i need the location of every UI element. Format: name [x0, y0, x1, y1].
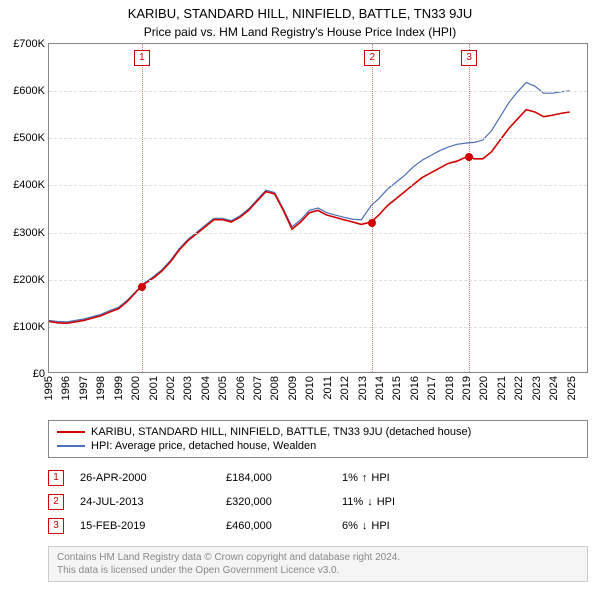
gridline: [49, 91, 587, 92]
event-marker-box: 2: [364, 50, 380, 66]
legend-swatch: [57, 431, 85, 433]
x-tick-label: 2010: [304, 376, 316, 400]
event-row-price: £460,000: [226, 520, 326, 532]
x-tick-label: 2008: [269, 376, 281, 400]
gridline: [49, 138, 587, 139]
x-tick-label: 2012: [339, 376, 351, 400]
event-row-marker: 1: [48, 470, 64, 486]
event-row-price: £184,000: [226, 472, 326, 484]
event-row-delta-pct: 6%: [342, 520, 358, 532]
legend-swatch: [57, 445, 85, 447]
events-table: 126-APR-2000£184,0001%↑HPI224-JUL-2013£3…: [48, 466, 588, 538]
x-tick-label: 2002: [165, 376, 177, 400]
footer-line-2: This data is licensed under the Open Gov…: [57, 564, 579, 577]
arrow-down-icon: ↓: [367, 496, 373, 508]
event-row-marker: 3: [48, 518, 64, 534]
legend: KARIBU, STANDARD HILL, NINFIELD, BATTLE,…: [48, 420, 588, 458]
event-row-delta-pct: 11%: [342, 496, 363, 508]
x-tick-label: 2013: [357, 376, 369, 400]
x-tick-label: 1997: [78, 376, 90, 400]
gridline: [49, 185, 587, 186]
event-row-delta: 1% ↑HPI: [342, 472, 390, 484]
event-line: [469, 44, 470, 372]
event-row-delta-pct: 1%: [342, 472, 358, 484]
event-row: 2 24-JUL-2013 £320,000 11% ↓ HPI: [48, 490, 588, 514]
event-row: 3 15-FEB-2019 £460,000 6% ↓HPI: [48, 514, 588, 538]
x-tick-label: 2005: [217, 376, 229, 400]
event-marker-box: 3: [461, 50, 477, 66]
x-tick-label: 2019: [461, 376, 473, 400]
y-tick-label: £400K: [13, 179, 45, 191]
attribution-footer: Contains HM Land Registry data © Crown c…: [48, 546, 588, 582]
event-row-price: £320,000: [226, 496, 326, 508]
event-row-date: 15-FEB-2019: [80, 520, 210, 532]
x-tick-label: 2020: [478, 376, 490, 400]
chart-subtitle: Price paid vs. HM Land Registry's House …: [0, 21, 600, 43]
event-dot: [138, 283, 146, 291]
x-tick-label: 2006: [235, 376, 247, 400]
x-tick-label: 2007: [252, 376, 264, 400]
chart-title: KARIBU, STANDARD HILL, NINFIELD, BATTLE,…: [0, 0, 600, 21]
x-tick-label: 2022: [513, 376, 525, 400]
legend-row: HPI: Average price, detached house, Weal…: [57, 439, 579, 453]
series-svg: [49, 44, 587, 372]
x-tick-label: 2000: [130, 376, 142, 400]
y-tick-label: £200K: [13, 274, 45, 286]
event-row-delta-suffix: HPI: [377, 496, 395, 508]
x-tick-label: 2018: [444, 376, 456, 400]
y-tick-label: £100K: [13, 321, 45, 333]
plot-area: £0£100K£200K£300K£400K£500K£600K£700K199…: [48, 43, 588, 373]
event-line: [372, 44, 373, 372]
series-hpi: [49, 82, 570, 321]
legend-label: HPI: Average price, detached house, Weal…: [91, 440, 316, 452]
chart-container: KARIBU, STANDARD HILL, NINFIELD, BATTLE,…: [0, 0, 600, 590]
event-row-delta-suffix: HPI: [371, 520, 389, 532]
x-tick-label: 2001: [148, 376, 160, 400]
x-tick-label: 2025: [566, 376, 578, 400]
y-tick-label: £600K: [13, 85, 45, 97]
gridline: [49, 233, 587, 234]
event-row-delta-suffix: HPI: [371, 472, 389, 484]
y-tick-label: £500K: [13, 132, 45, 144]
event-row-delta: 11% ↓ HPI: [342, 496, 395, 508]
event-dot: [465, 153, 473, 161]
event-row: 1 26-APR-2000 £184,000 1% ↑HPI: [48, 466, 588, 490]
event-row-delta: 6% ↓HPI: [342, 520, 390, 532]
x-tick-label: 2021: [496, 376, 508, 400]
event-row-marker: 2: [48, 494, 64, 510]
event-dot: [368, 219, 376, 227]
x-tick-label: 2011: [322, 376, 334, 400]
x-tick-label: 2003: [182, 376, 194, 400]
x-tick-label: 1996: [60, 376, 72, 400]
footer-line-1: Contains HM Land Registry data © Crown c…: [57, 551, 579, 564]
x-tick-label: 2009: [287, 376, 299, 400]
series-property: [49, 110, 570, 324]
x-tick-label: 1995: [43, 376, 55, 400]
y-tick-label: £300K: [13, 227, 45, 239]
event-line: [142, 44, 143, 372]
x-tick-label: 2015: [391, 376, 403, 400]
gridline: [49, 327, 587, 328]
x-tick-label: 2014: [374, 376, 386, 400]
arrow-up-icon: ↑: [362, 472, 368, 484]
x-tick-label: 1999: [113, 376, 125, 400]
event-row-date: 26-APR-2000: [80, 472, 210, 484]
x-tick-label: 2017: [426, 376, 438, 400]
x-tick-label: 2004: [200, 376, 212, 400]
y-tick-label: £700K: [13, 38, 45, 50]
gridline: [49, 280, 587, 281]
event-marker-box: 1: [134, 50, 150, 66]
x-tick-label: 2023: [531, 376, 543, 400]
arrow-down-icon: ↓: [362, 520, 368, 532]
x-tick-label: 2024: [548, 376, 560, 400]
legend-label: KARIBU, STANDARD HILL, NINFIELD, BATTLE,…: [91, 426, 471, 438]
x-tick-label: 2016: [409, 376, 421, 400]
legend-row: KARIBU, STANDARD HILL, NINFIELD, BATTLE,…: [57, 425, 579, 439]
x-tick-label: 1998: [95, 376, 107, 400]
event-row-date: 24-JUL-2013: [80, 496, 210, 508]
